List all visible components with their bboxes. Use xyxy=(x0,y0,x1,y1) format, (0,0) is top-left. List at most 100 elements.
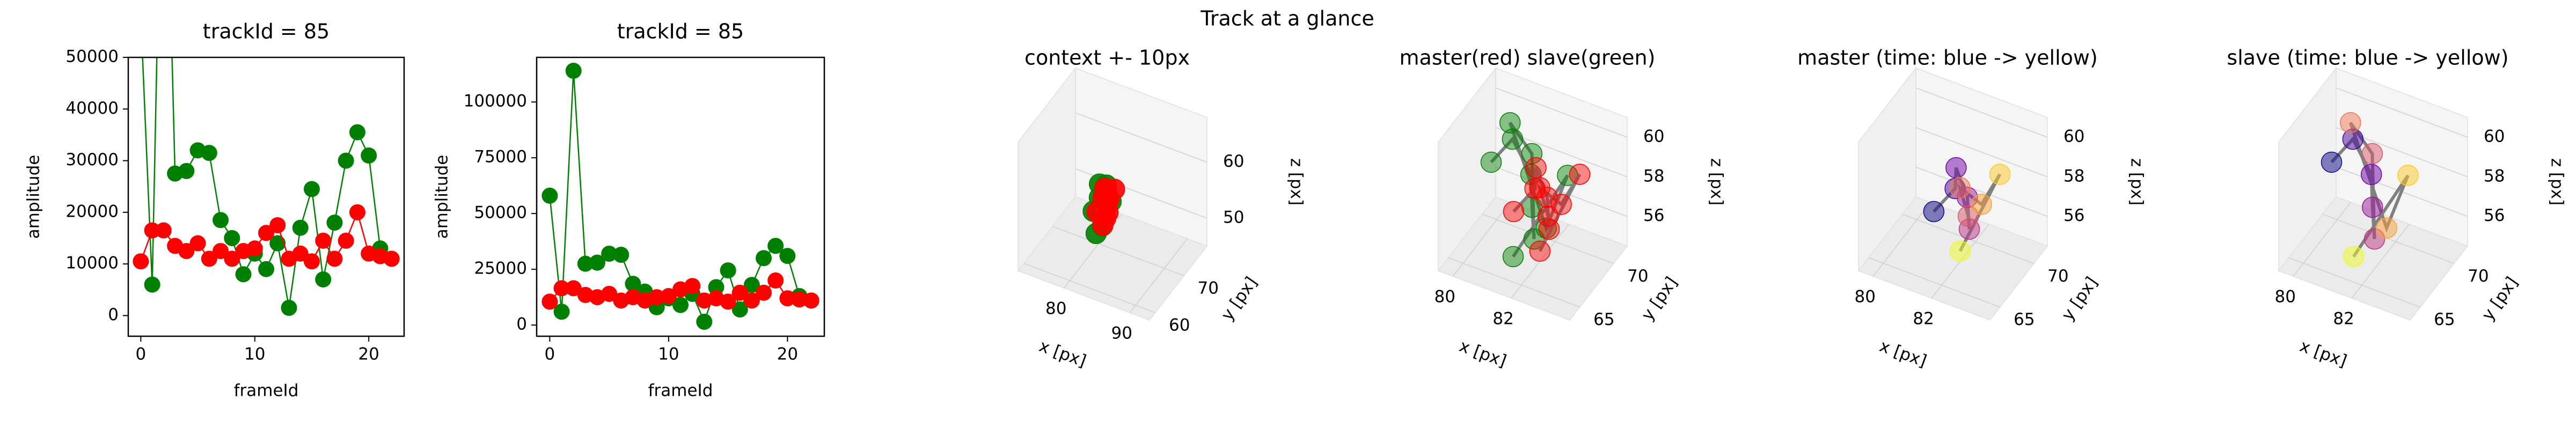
point xyxy=(731,301,748,318)
point xyxy=(767,238,784,254)
point xyxy=(326,214,343,231)
point-3d xyxy=(1103,179,1125,200)
side-pane xyxy=(1858,66,1916,272)
x-tick-label: 80 xyxy=(1434,287,1455,307)
x-tick-label: 0 xyxy=(544,345,555,364)
point xyxy=(235,266,252,283)
point-3d xyxy=(1503,201,1525,223)
z-axis-label: z [px] xyxy=(1287,158,1306,205)
point-3d xyxy=(2339,112,2361,134)
point xyxy=(361,147,377,164)
point-3d xyxy=(2376,217,2397,239)
point-3d xyxy=(1945,157,1967,179)
y-grid-line xyxy=(1448,257,1580,308)
y-tick-label: 70 xyxy=(2047,267,2068,286)
point xyxy=(720,293,736,310)
point-3d xyxy=(1502,246,1524,268)
point-3d xyxy=(1499,112,1521,134)
y-tick-label: 100000 xyxy=(464,92,527,111)
x-tick-label: 20 xyxy=(777,345,798,364)
data-layer xyxy=(541,62,819,330)
point xyxy=(601,285,618,302)
x-tick-label: 90 xyxy=(1111,324,1132,343)
point xyxy=(281,300,297,316)
y-tick-label: 50000 xyxy=(474,203,527,223)
point-3d xyxy=(1523,228,1545,250)
x-grid-line xyxy=(1129,238,1188,313)
x-tick-label: 10 xyxy=(244,345,265,364)
x-axis-label: frameId xyxy=(234,381,299,401)
z-tick-label: 60 xyxy=(1223,152,1244,171)
x-axis-label: frameId xyxy=(648,381,713,401)
point-3d xyxy=(2361,143,2383,165)
y-grid-line xyxy=(2322,213,2455,264)
point-3d xyxy=(1529,240,1551,262)
y-tick-label: 20000 xyxy=(65,202,119,221)
x-tick-label: 0 xyxy=(135,345,146,364)
point xyxy=(349,204,365,220)
z-grid-line xyxy=(1075,112,1208,163)
z-tick-label: 58 xyxy=(2063,166,2084,186)
axes-frame xyxy=(127,56,405,337)
point xyxy=(731,284,748,301)
point xyxy=(791,291,808,308)
plot-3d: context +- 10px x [px] y [px] z [px] 80 90 60 7… xyxy=(1017,46,1306,371)
point-3d xyxy=(1502,128,1524,150)
point xyxy=(315,232,332,249)
point xyxy=(144,222,160,239)
point-3d xyxy=(1989,164,2011,185)
plot-3d: slave (time: blue -> yellow)x [px]y [px]… xyxy=(2227,46,2566,371)
y-grid-line xyxy=(2288,257,2421,308)
point xyxy=(648,289,665,306)
point xyxy=(720,262,736,279)
point xyxy=(178,162,195,179)
y-axis-label: y [px] xyxy=(1218,273,1261,324)
x-grid-line xyxy=(1452,202,1511,277)
trajectory xyxy=(2330,122,2410,258)
z-tick-label: 56 xyxy=(2484,206,2505,225)
point-3d xyxy=(1550,194,1572,215)
y-tick-label: 0 xyxy=(108,305,119,324)
z-grid-line xyxy=(1915,166,2048,217)
point xyxy=(684,278,701,294)
chart-title: trackId = 85 xyxy=(617,20,744,43)
point-3d xyxy=(1569,164,1591,185)
z-axis-label: z [px] xyxy=(2127,158,2147,205)
point xyxy=(708,279,724,295)
plot-area: trackId = 85 frameId amplitude 0 10 20 0 25000 5… xyxy=(433,20,825,401)
y-tick-label: 30000 xyxy=(65,150,119,169)
y-axis-label: amplitude xyxy=(24,155,43,239)
x-axis-label: x [px] xyxy=(1457,336,1509,371)
plot-area: trackId = 85 frameId amplitude 0 10 20 0 10000 2… xyxy=(24,20,405,401)
z-grid-line xyxy=(1495,87,1628,138)
point xyxy=(756,284,772,301)
point xyxy=(349,124,365,140)
point xyxy=(625,276,641,292)
z-tick-label: 58 xyxy=(2484,166,2505,186)
z-axis-label: z [px] xyxy=(1707,158,1726,205)
y-tick-label: 60 xyxy=(1169,316,1190,335)
side-pane xyxy=(1438,66,1496,272)
point xyxy=(269,217,286,233)
point xyxy=(743,277,760,293)
axes-frame xyxy=(536,56,825,337)
point xyxy=(213,212,229,228)
point xyxy=(269,235,286,252)
point-3d xyxy=(1480,151,1502,173)
point xyxy=(743,292,760,309)
point-3d xyxy=(1971,194,1992,215)
y-tick-label: 0 xyxy=(516,315,527,334)
chart-title: master(red) slave(green) xyxy=(1400,46,1656,70)
point xyxy=(660,288,677,305)
point xyxy=(303,253,320,270)
point xyxy=(756,250,772,267)
point xyxy=(292,219,309,236)
point xyxy=(696,313,713,330)
z-tick-label: 60 xyxy=(2484,127,2505,146)
y-axis-label: amplitude xyxy=(433,155,452,239)
side-pane xyxy=(1018,66,1076,272)
point xyxy=(601,246,618,262)
point xyxy=(672,297,689,313)
point xyxy=(553,304,570,320)
point xyxy=(803,292,819,309)
